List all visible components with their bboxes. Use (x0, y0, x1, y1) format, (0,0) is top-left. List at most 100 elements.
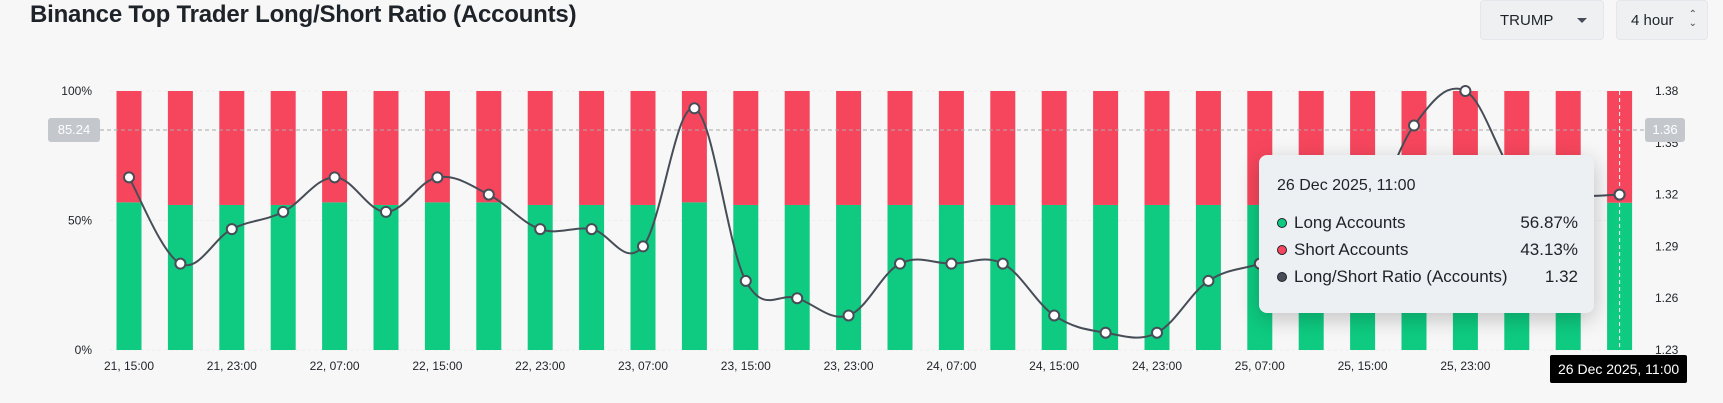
tooltip-row-long: Long Accounts 56.87% (1277, 209, 1578, 236)
x-tick-label: 23, 07:00 (618, 359, 668, 373)
crosshair-x-label: 26 Dec 2025, 11:00 (1550, 355, 1688, 383)
short-bar (1093, 91, 1119, 205)
x-tick-label: 22, 15:00 (412, 359, 462, 373)
ratio-point (894, 257, 906, 270)
ratio-point (1048, 309, 1061, 322)
symbol-select-value: TRUMP (1500, 11, 1554, 29)
ratio-point (380, 205, 392, 218)
ratio-point (739, 274, 752, 287)
x-tick-label: 24, 23:00 (1132, 359, 1182, 373)
ratio-point (123, 171, 135, 184)
y-right-tick-label: 1.29 (1655, 239, 1679, 253)
symbol-select[interactable]: TRUMP (1480, 0, 1604, 40)
x-tick-label: 24, 07:00 (926, 359, 976, 373)
tooltip-value: 56.87% (1520, 212, 1578, 232)
long-bar (116, 202, 142, 350)
short-bar (938, 91, 964, 205)
short-bar (270, 91, 296, 205)
ratio-point (328, 171, 341, 184)
x-tick-label: 25, 23:00 (1440, 359, 1490, 373)
x-tick-label: 23, 15:00 (721, 359, 771, 373)
short-bar (1195, 91, 1221, 205)
tooltip-value: 1.32 (1544, 266, 1578, 286)
tooltip-row-ratio: Long/Short Ratio (Accounts) 1.32 (1277, 263, 1578, 290)
long-bar (1093, 204, 1119, 350)
ratio-point (174, 257, 187, 270)
y-left-tick-label: 50% (68, 214, 92, 228)
short-bar (476, 91, 502, 203)
long-bar (424, 202, 450, 350)
long-bar (322, 202, 348, 350)
long-legend-dot (1277, 217, 1287, 228)
ratio-point (277, 205, 290, 218)
x-tick-label: 25, 15:00 (1338, 359, 1388, 373)
ratio-point (225, 223, 238, 236)
short-bar (167, 91, 193, 205)
up-down-arrows-icon: ⌃ ⌄ (1688, 9, 1697, 29)
y-left-tick-label: 100% (61, 84, 92, 98)
x-tick-label: 21, 23:00 (207, 359, 257, 373)
y-right-tick-label: 1.32 (1655, 188, 1679, 202)
chart-tooltip: 26 Dec 2025, 11:00 Long Accounts 56.87% … (1259, 155, 1594, 313)
ratio-point (482, 188, 495, 201)
ratio-point (688, 102, 701, 115)
x-tick-label: 22, 07:00 (310, 359, 360, 373)
ratio-legend-dot (1277, 271, 1287, 282)
ratio-point (1459, 85, 1472, 97)
ratio-point (585, 223, 598, 236)
ratio-point (1099, 326, 1112, 339)
short-bar (733, 91, 759, 205)
tooltip-label: Short Accounts (1294, 239, 1409, 259)
ratio-point (1408, 119, 1420, 132)
tooltip-row-short: Short Accounts 43.13% (1277, 236, 1578, 263)
short-bar (579, 91, 605, 205)
short-bar (784, 91, 810, 205)
crosshair-left-value: 85.24 (48, 118, 100, 142)
ratio-point (534, 223, 547, 236)
active-point (1613, 188, 1626, 201)
crosshair-right-value: 1.36 (1645, 118, 1685, 142)
y-right-tick-label: 1.23 (1655, 343, 1679, 357)
short-bar (373, 91, 399, 205)
tooltip-label: Long/Short Ratio (Accounts) (1294, 266, 1508, 286)
period-select[interactable]: 4 hour ⌃ ⌄ (1616, 0, 1708, 40)
x-tick-label: 23, 23:00 (824, 359, 874, 373)
short-bar (527, 91, 553, 205)
short-bar (219, 91, 245, 205)
tooltip-value: 43.13% (1520, 239, 1578, 259)
long-bar (784, 204, 810, 350)
long-bar (990, 204, 1016, 350)
short-bar (1041, 91, 1067, 205)
ratio-point (1202, 274, 1215, 287)
x-tick-label: 22, 23:00 (515, 359, 565, 373)
x-tick-label: 24, 15:00 (1029, 359, 1079, 373)
x-tick-label: 21, 15:00 (104, 359, 154, 373)
y-left-tick-label: 0% (75, 343, 93, 357)
long-bar (938, 204, 964, 350)
long-bar (681, 202, 707, 350)
ratio-point (945, 257, 958, 270)
period-select-value: 4 hour (1631, 11, 1674, 29)
y-right-tick-label: 1.38 (1655, 84, 1679, 98)
chart-title: Binance Top Trader Long/Short Ratio (Acc… (30, 1, 577, 28)
tooltip-date: 26 Dec 2025, 11:00 (1277, 177, 1416, 194)
ratio-point (431, 171, 444, 184)
short-bar (424, 91, 450, 203)
long-bar (1041, 204, 1067, 350)
long-bar (167, 204, 193, 350)
short-bar (990, 91, 1016, 205)
short-bar (1144, 91, 1170, 205)
long-bar (476, 202, 502, 350)
ratio-point (842, 309, 855, 322)
ratio-point (1151, 326, 1163, 339)
short-bar (836, 91, 862, 205)
ratio-point (996, 257, 1009, 270)
chevron-down-icon (1577, 18, 1587, 23)
ratio-point (637, 240, 649, 253)
long-bar (270, 204, 296, 350)
long-bar (887, 204, 913, 350)
short-bar (887, 91, 913, 205)
short-bar (116, 91, 142, 203)
long-bar (373, 204, 399, 350)
short-legend-dot (1277, 244, 1287, 255)
